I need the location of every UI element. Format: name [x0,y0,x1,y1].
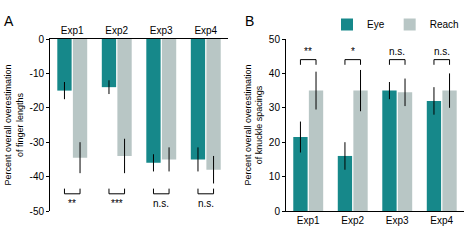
svg-text:0: 0 [274,206,280,217]
svg-text:50: 50 [269,34,281,45]
svg-text:**: ** [68,198,76,209]
svg-text:Exp4: Exp4 [194,25,217,36]
svg-text:n.s.: n.s. [153,198,169,209]
svg-text:Exp4: Exp4 [430,215,453,226]
svg-text:Exp1: Exp1 [297,215,320,226]
svg-text:Reach: Reach [430,19,459,30]
svg-text:B: B [245,13,254,29]
svg-text:Exp2: Exp2 [105,25,128,36]
svg-text:-50: -50 [30,206,45,217]
svg-text:**: ** [304,46,312,57]
svg-text:n.s.: n.s. [434,46,450,57]
svg-text:Percent overall overestimation: Percent overall overestimationof knuckle… [243,64,265,185]
svg-text:-30: -30 [30,137,45,148]
svg-text:*: * [351,46,355,57]
svg-text:Percent overall overestimation: Percent overall overestimationof finger … [3,64,25,185]
svg-text:-20: -20 [30,102,45,113]
svg-text:-40: -40 [30,171,45,182]
svg-text:10: 10 [269,171,281,182]
svg-text:0: 0 [38,34,44,45]
svg-text:Eye: Eye [367,19,385,30]
svg-text:Exp3: Exp3 [150,25,173,36]
svg-text:30: 30 [269,102,281,113]
svg-text:40: 40 [269,68,281,79]
svg-text:A: A [4,13,14,29]
svg-text:***: *** [111,198,123,209]
svg-text:Exp3: Exp3 [386,215,409,226]
svg-text:Exp2: Exp2 [341,215,364,226]
svg-text:n.s.: n.s. [389,46,405,57]
svg-text:n.s.: n.s. [198,198,214,209]
svg-text:20: 20 [269,137,281,148]
svg-text:Exp1: Exp1 [61,25,84,36]
svg-text:-10: -10 [30,68,45,79]
